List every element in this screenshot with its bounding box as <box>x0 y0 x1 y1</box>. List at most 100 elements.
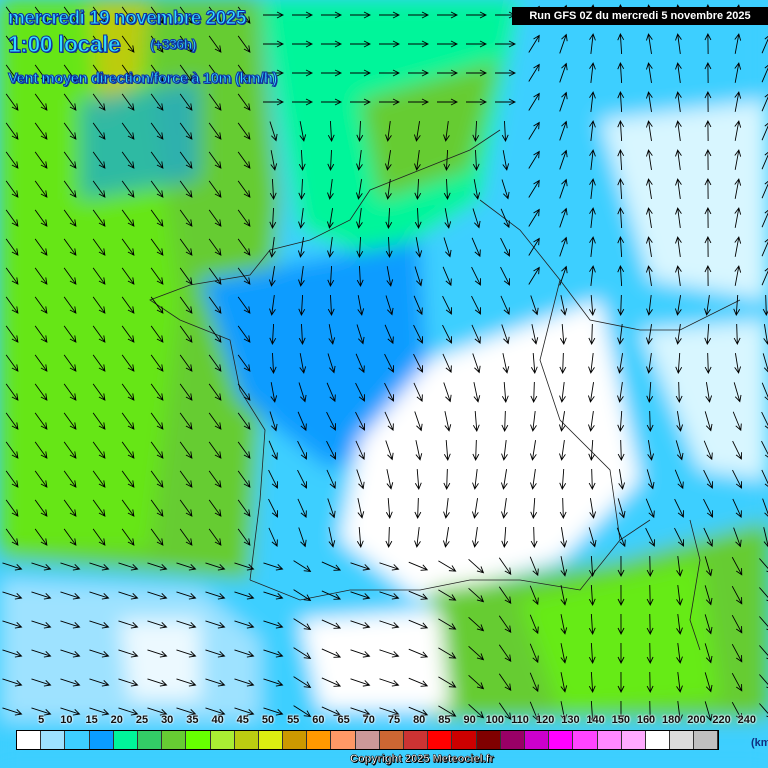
wind-arrow <box>150 528 164 546</box>
wind-arrow <box>617 207 625 229</box>
legend-swatch <box>162 731 187 749</box>
wind-arrow <box>179 151 193 169</box>
wind-arrow <box>761 209 768 228</box>
wind-arrow <box>89 620 110 629</box>
wind-arrow <box>761 151 768 170</box>
wind-arrow <box>356 469 365 490</box>
wind-arrow <box>385 526 393 548</box>
wind-arrow <box>408 590 429 600</box>
wind-arrow <box>646 353 653 374</box>
wind-arrow <box>530 526 538 549</box>
legend-label: 130 <box>561 714 580 726</box>
forecast-date: mercredi 19 novembre 2025 <box>8 8 247 30</box>
wind-arrow <box>121 64 135 82</box>
wind-arrow <box>350 591 371 600</box>
legend-swatch <box>621 731 646 749</box>
wind-arrow <box>560 672 568 693</box>
wind-arrow <box>617 642 625 665</box>
forecast-lead: (+336h) <box>150 36 197 53</box>
wind-arrow <box>34 441 48 459</box>
wind-arrow <box>500 295 510 316</box>
wind-arrow <box>759 645 768 660</box>
wind-arrow <box>327 149 335 171</box>
wind-arrow <box>761 93 768 112</box>
wind-arrow <box>63 499 77 517</box>
wind-arrow <box>468 703 485 719</box>
wind-arrow <box>34 528 48 546</box>
wind-arrow <box>734 62 742 83</box>
wind-arrow <box>355 411 365 431</box>
wind-arrow <box>237 180 251 198</box>
wind-arrow <box>704 411 713 432</box>
legend-swatch <box>234 731 259 749</box>
wind-arrow <box>208 238 222 256</box>
wind-arrow <box>31 562 52 571</box>
wind-arrow <box>5 209 19 227</box>
wind-arrow <box>761 382 768 401</box>
wind-arrow <box>495 98 517 106</box>
wind-arrow <box>63 122 77 140</box>
wind-arrow <box>675 440 684 461</box>
wind-arrow <box>150 470 164 488</box>
wind-arrow <box>63 93 77 111</box>
wind-arrow <box>588 294 596 316</box>
wind-arrow <box>205 620 226 629</box>
wind-arrow <box>179 354 193 372</box>
wind-arrow <box>63 383 77 401</box>
wind-arrow <box>559 236 568 257</box>
wind-arrow <box>414 266 423 287</box>
wind-arrow <box>34 122 48 140</box>
wind-arrow <box>2 649 23 658</box>
wind-arrow <box>92 93 106 111</box>
wind-arrow <box>617 700 625 723</box>
wind-arrow <box>179 470 193 488</box>
wind-arrow <box>350 649 371 658</box>
wind-arrow <box>473 179 481 200</box>
wind-arrow <box>34 151 48 169</box>
legend-swatch <box>258 731 284 749</box>
wind-arrow <box>731 643 743 663</box>
wind-arrow <box>646 410 654 433</box>
wind-arrow <box>733 527 742 548</box>
wind-arrow <box>34 412 48 430</box>
legend-label: 45 <box>236 714 249 726</box>
legend-label: 160 <box>636 714 656 726</box>
wind-arrow <box>237 267 251 285</box>
wind-arrow <box>676 701 683 722</box>
wind-arrow <box>734 265 742 286</box>
wind-arrow <box>237 151 251 169</box>
legend-swatch <box>670 731 695 749</box>
wind-arrow <box>208 180 222 198</box>
legend-label: 35 <box>186 714 199 726</box>
wind-arrow <box>379 98 401 106</box>
wind-arrow <box>733 294 741 316</box>
wind-arrow <box>147 591 168 600</box>
wind-arrow <box>531 324 539 345</box>
wind-arrow <box>150 209 164 227</box>
wind-arrow <box>179 528 193 546</box>
wind-arrow <box>444 411 452 432</box>
wind-arrow <box>179 325 193 343</box>
wind-arrow <box>559 440 566 461</box>
wind-arrow <box>356 324 365 345</box>
wind-arrow <box>34 325 48 343</box>
wind-arrow <box>408 40 430 48</box>
wind-arrow <box>528 150 540 169</box>
wind-arrow <box>646 295 653 316</box>
wind-arrow <box>179 180 193 198</box>
wind-arrow <box>208 412 222 430</box>
wind-arrow <box>646 469 655 490</box>
wind-arrow <box>208 499 222 517</box>
wind-arrow <box>501 440 508 461</box>
wind-arrow <box>350 620 371 629</box>
wind-arrow <box>34 296 48 314</box>
wind-arrow <box>208 296 222 314</box>
wind-arrow <box>205 562 226 571</box>
wind-arrow <box>443 237 452 258</box>
wind-arrow <box>5 180 19 198</box>
wind-arrow <box>357 295 365 316</box>
legend-label: 180 <box>662 714 681 726</box>
wind-arrow <box>121 6 135 24</box>
wind-arrow <box>292 40 314 48</box>
